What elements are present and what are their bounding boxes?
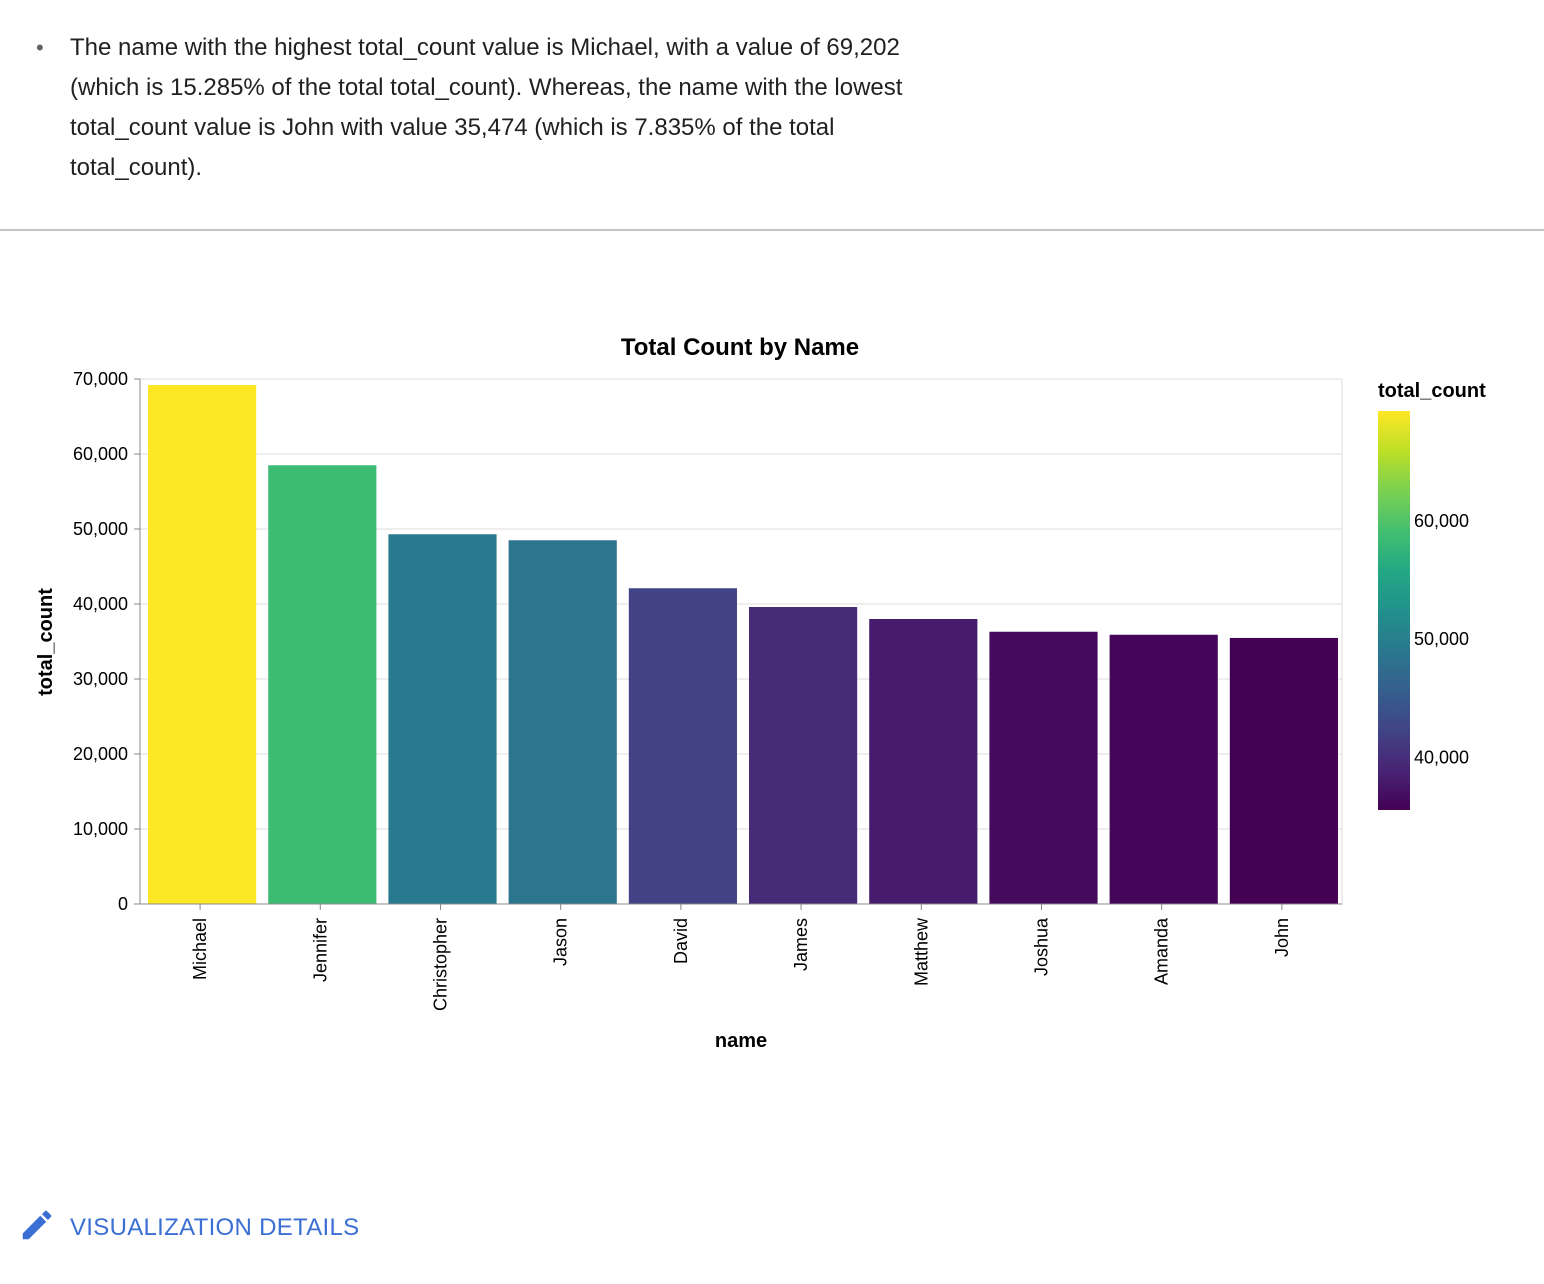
y-tick-label: 60,000	[73, 444, 128, 464]
bar-amanda[interactable]	[1109, 634, 1218, 904]
x-tick-label: Jason	[551, 918, 571, 966]
visualization-details-label: VISUALIZATION DETAILS	[70, 1213, 360, 1241]
bar-joshua[interactable]	[989, 631, 1098, 904]
x-tick-label: Jennifer	[310, 918, 330, 982]
x-tick-label: David	[671, 918, 691, 964]
visualization-details-button[interactable]: VISUALIZATION DETAILS	[18, 1206, 359, 1249]
x-tick-label: James	[791, 918, 811, 971]
x-tick-label: Christopher	[431, 918, 451, 1011]
y-axis-title: total_count	[35, 588, 57, 696]
bar-matthew[interactable]	[869, 619, 978, 904]
bar-james[interactable]	[749, 607, 858, 904]
bars	[148, 384, 1338, 904]
legend-title: total_count	[1378, 380, 1486, 402]
x-tick-label: Matthew	[911, 917, 931, 986]
y-tick-label: 30,000	[73, 669, 128, 689]
divider	[0, 229, 1544, 231]
x-tick-label: Amanda	[1152, 917, 1172, 985]
y-tick-label: 50,000	[73, 519, 128, 539]
legend-tick-label: 40,000	[1414, 747, 1469, 767]
summary-text: The name with the highest total_count va…	[70, 34, 903, 181]
bar-john[interactable]	[1229, 637, 1338, 904]
insight-summary: • The name with the highest total_count v…	[30, 28, 970, 188]
y-tick-label: 20,000	[73, 744, 128, 764]
bar-christopher[interactable]	[388, 534, 497, 904]
axes: 0 10,000 20,000 30,000 40,000 50,000 60,000 70,…	[73, 369, 1342, 1011]
legend-gradient	[1378, 411, 1410, 810]
x-axis-title: name	[715, 1030, 767, 1052]
y-tick-label: 0	[118, 894, 128, 914]
summary-bullet: • The name with the highest total_count v…	[36, 28, 970, 188]
bar-michael[interactable]	[148, 384, 257, 904]
bullet-icon: •	[36, 35, 44, 60]
bar-jason[interactable]	[508, 540, 617, 904]
y-tick-label: 70,000	[73, 369, 128, 389]
bar-chart: Total Count by Name 0 10,000 20,000 30,000 4…	[35, 334, 1486, 1052]
pencil-icon	[18, 1206, 56, 1249]
y-tick-label: 10,000	[73, 819, 128, 839]
bar-david[interactable]	[628, 588, 737, 904]
x-tick-label: Michael	[190, 918, 210, 980]
x-tick-label: John	[1272, 918, 1292, 957]
chart-title: Total Count by Name	[621, 334, 859, 361]
legend-tick-label: 60,000	[1414, 511, 1469, 531]
y-tick-label: 40,000	[73, 594, 128, 614]
legend-tick-label: 50,000	[1414, 629, 1469, 649]
color-legend: total_count 40,000 50,000 60,000	[1378, 380, 1486, 810]
bar-jennifer[interactable]	[268, 465, 377, 904]
x-tick-label: Joshua	[1032, 917, 1052, 976]
